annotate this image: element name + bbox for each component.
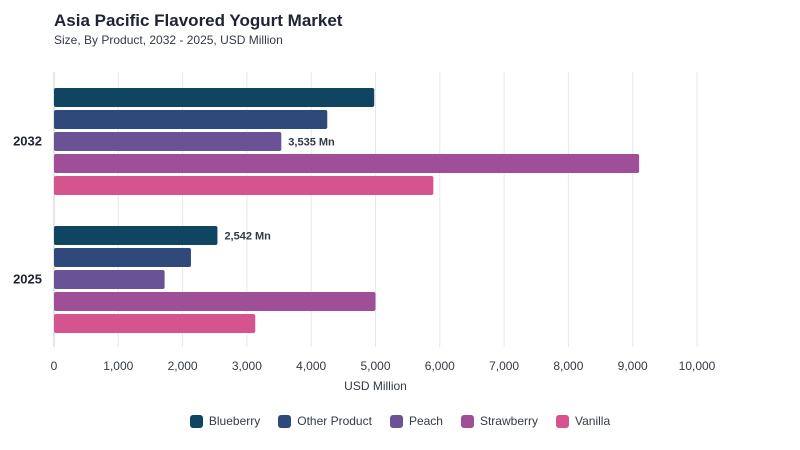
bar-2032-peach: [54, 132, 282, 151]
legend: Blueberry Other Product Peach Strawberry Van…: [0, 414, 800, 428]
y-category-label: 2032: [13, 134, 42, 149]
legend-swatch: [278, 414, 292, 428]
x-tick-label: 0: [51, 359, 58, 373]
x-tick-label: 8,000: [553, 359, 583, 373]
legend-item-peach[interactable]: Peach: [389, 414, 443, 428]
bar-2025-blueberry: [54, 226, 218, 245]
legend-swatch: [389, 414, 403, 428]
legend-item-other-product[interactable]: Other Product: [278, 414, 372, 428]
legend-item-strawberry[interactable]: Strawberry: [460, 414, 538, 428]
bar-2032-blueberry: [54, 88, 375, 107]
legend-label: Strawberry: [479, 414, 538, 428]
legend-label: Vanilla: [574, 414, 611, 428]
legend-item-vanilla[interactable]: Vanilla: [555, 414, 611, 428]
bar-2025-strawberry: [54, 292, 376, 311]
x-tick-label: 4,000: [296, 359, 326, 373]
chart-title: Asia Pacific Flavored Yogurt Market: [54, 11, 343, 30]
legend-swatch: [189, 414, 203, 428]
bar-2025-peach: [54, 270, 165, 289]
data-label: 2,542 Mn: [224, 231, 271, 243]
x-tick-label: 7,000: [489, 359, 519, 373]
chart-subtitle: Size, By Product, 2032 - 2025, USD Milli…: [54, 33, 283, 47]
legend-swatch: [555, 414, 569, 428]
bar-2032-other-product: [54, 110, 328, 129]
bar-2025-vanilla: [54, 314, 256, 333]
x-tick-label: 3,000: [232, 359, 262, 373]
data-label: 3,535 Mn: [288, 137, 335, 149]
x-tick-label: 10,000: [679, 359, 716, 373]
x-tick-label: 6,000: [425, 359, 455, 373]
x-tick-label: 9,000: [618, 359, 648, 373]
legend-label: Peach: [408, 414, 443, 428]
x-tick-label: 5,000: [360, 359, 390, 373]
bar-2032-vanilla: [54, 176, 434, 195]
legend-label: Blueberry: [208, 414, 261, 428]
x-tick-label: 1,000: [103, 359, 133, 373]
legend-label: Other Product: [297, 414, 372, 428]
legend-swatch: [460, 414, 474, 428]
legend-item-blueberry[interactable]: Blueberry: [189, 414, 261, 428]
x-axis-title: USD Million: [344, 379, 407, 393]
bar-2032-strawberry: [54, 154, 640, 173]
x-tick-label: 2,000: [168, 359, 198, 373]
bar-2025-other-product: [54, 248, 191, 267]
y-category-label: 2025: [13, 272, 42, 287]
